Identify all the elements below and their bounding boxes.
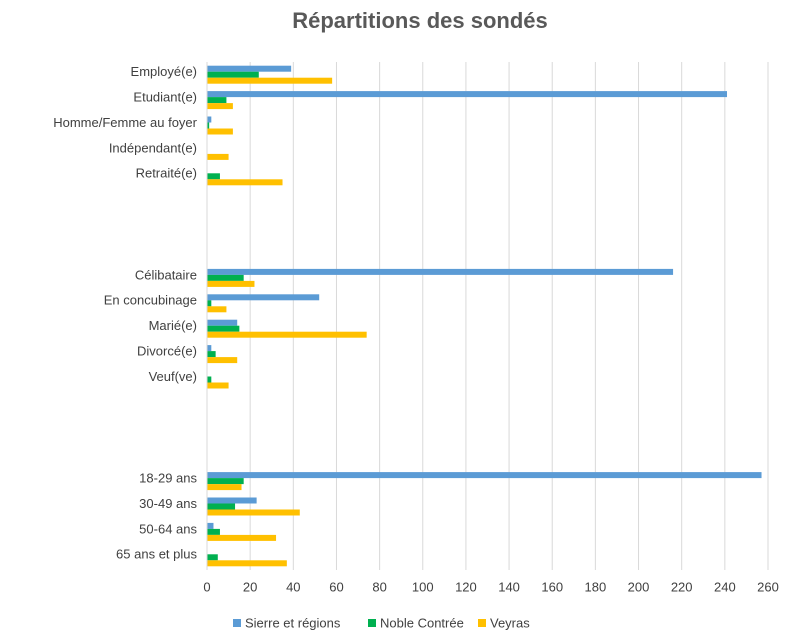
- bar: [207, 268, 674, 275]
- bar: [207, 300, 212, 307]
- legend-swatch: [233, 619, 241, 627]
- y-tick-label: Retraité(e): [136, 166, 197, 181]
- x-tick-label: 200: [628, 579, 650, 594]
- bar: [207, 91, 728, 98]
- x-tick-label: 80: [372, 579, 386, 594]
- bar: [207, 103, 233, 110]
- x-tick-label: 160: [541, 579, 563, 594]
- bar: [207, 128, 233, 135]
- bar: [207, 173, 220, 180]
- bar: [207, 484, 242, 491]
- y-tick-label: 65 ans et plus: [116, 547, 197, 562]
- bar: [207, 294, 320, 301]
- bar: [207, 497, 257, 504]
- x-tick-label: 20: [243, 579, 257, 594]
- y-tick-label: Veuf(ve): [149, 369, 197, 384]
- bar: [207, 116, 212, 123]
- x-tick-label: 180: [585, 579, 607, 594]
- bar: [207, 325, 240, 332]
- y-tick-label: Marié(e): [149, 318, 197, 333]
- y-tick-label: Divorcé(e): [137, 344, 197, 359]
- legend-swatch: [478, 619, 486, 627]
- x-tick-label: 60: [329, 579, 343, 594]
- bar: [207, 77, 333, 84]
- legend-swatch: [368, 619, 376, 627]
- bar: [207, 382, 229, 389]
- bar: [207, 179, 283, 186]
- y-tick-label: Indépendant(e): [109, 140, 197, 155]
- bar: [207, 503, 236, 510]
- bar: [207, 534, 277, 541]
- bar: [207, 280, 255, 287]
- x-tick-label: 140: [498, 579, 520, 594]
- x-tick-label: 0: [203, 579, 210, 594]
- y-tick-label: 50-64 ans: [139, 521, 197, 536]
- x-tick-label: 120: [455, 579, 477, 594]
- x-tick-label: 220: [671, 579, 693, 594]
- y-tick-label: 18-29 ans: [139, 471, 197, 486]
- x-tick-label: 100: [412, 579, 434, 594]
- chart-title: Répartitions des sondés: [292, 8, 548, 33]
- bar: [207, 345, 212, 352]
- legend-label: Noble Contrée: [380, 615, 464, 630]
- bar: [207, 306, 227, 313]
- y-tick-label: Employé(e): [131, 64, 197, 79]
- legend-label: Veyras: [490, 615, 530, 630]
- bar: [207, 478, 244, 485]
- bar: [207, 509, 300, 516]
- y-tick-label: Etudiant(e): [133, 90, 197, 105]
- bar: [207, 97, 227, 104]
- bar: [207, 560, 287, 567]
- legend-label: Sierre et régions: [245, 615, 341, 630]
- bar: [207, 331, 367, 338]
- bar: [207, 71, 259, 78]
- y-tick-label: En concubinage: [104, 293, 197, 308]
- bar: [207, 554, 218, 561]
- x-tick-label: 260: [757, 579, 779, 594]
- y-tick-label: Célibataire: [135, 267, 197, 282]
- bar: [207, 319, 238, 326]
- bar: [207, 274, 244, 281]
- x-tick-label: 240: [714, 579, 736, 594]
- bar: [207, 522, 214, 529]
- x-tick-label: 40: [286, 579, 300, 594]
- y-tick-label: 30-49 ans: [139, 496, 197, 511]
- bar: [207, 376, 212, 383]
- bar: [207, 357, 238, 364]
- bar: [207, 153, 229, 160]
- y-tick-label: Homme/Femme au foyer: [53, 115, 197, 130]
- bar: [207, 65, 292, 72]
- bar: [207, 528, 220, 535]
- bar: [207, 122, 210, 129]
- bar: [207, 472, 762, 479]
- bar: [207, 351, 216, 358]
